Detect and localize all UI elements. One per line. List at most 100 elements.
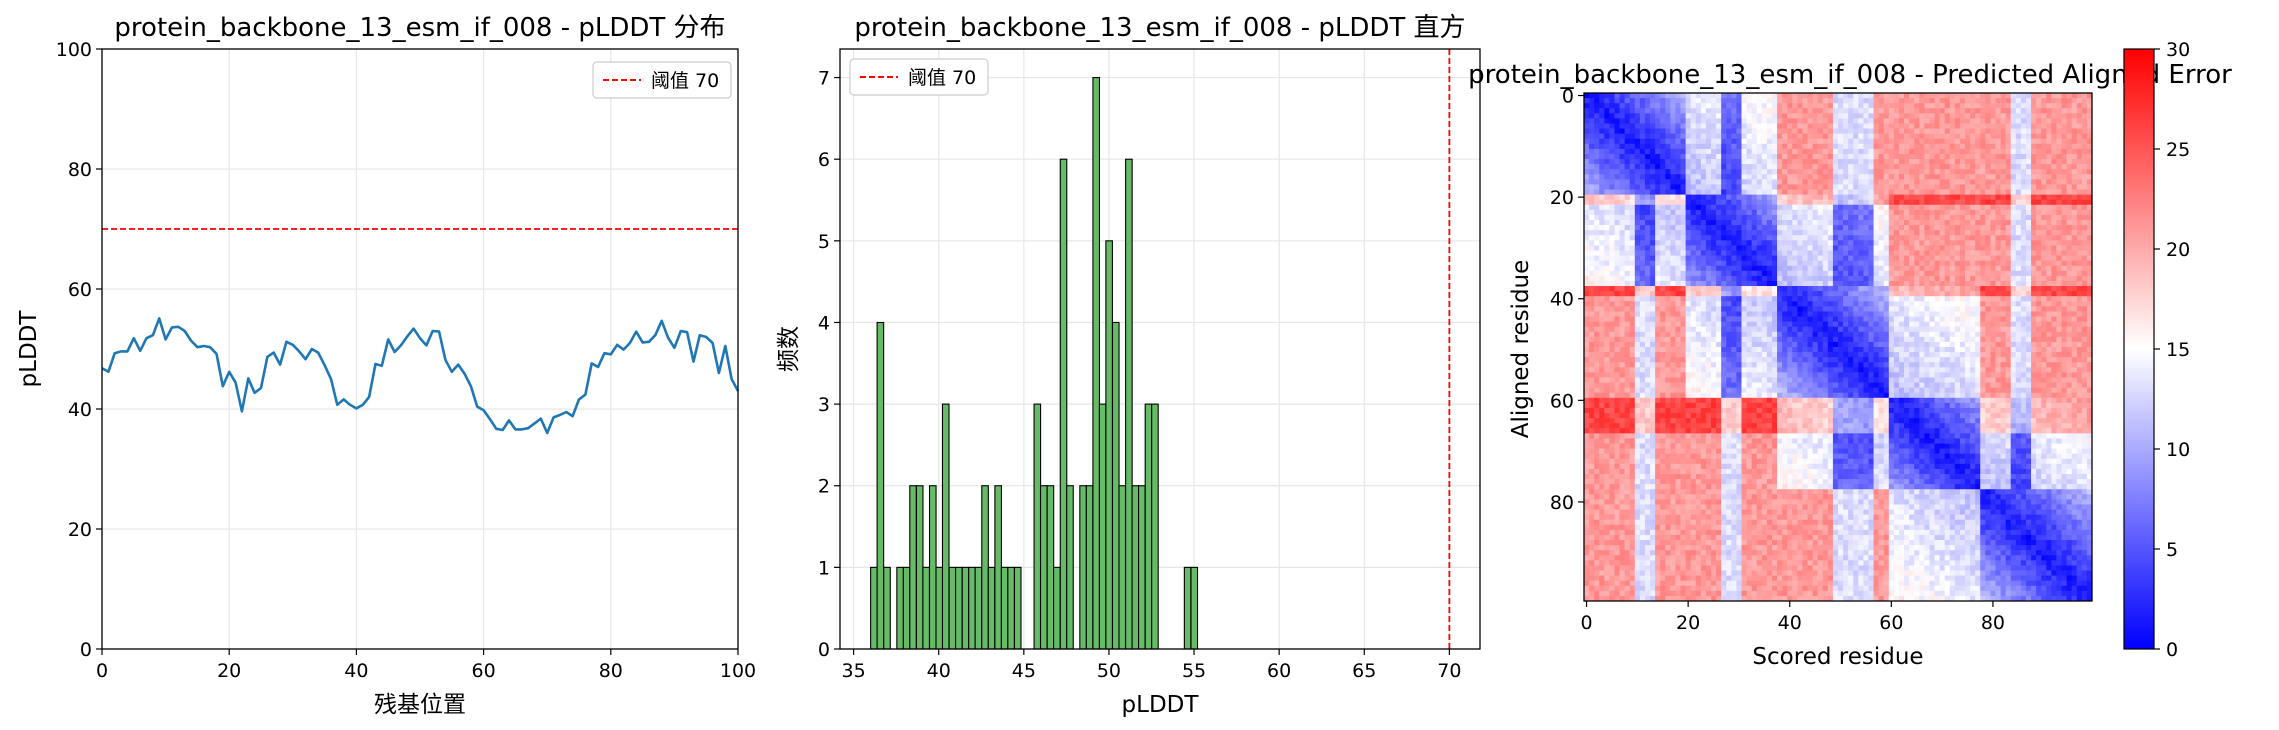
heatmap-cell — [1721, 260, 1727, 267]
heatmap-cell — [1594, 296, 1600, 302]
heatmap-cell — [2061, 250, 2067, 256]
heatmap-cell — [2076, 93, 2083, 99]
heatmap-cell — [1736, 291, 1742, 297]
heatmap-cell — [1965, 138, 1971, 145]
histogram-y-tick-label: 2 — [818, 476, 830, 498]
heatmap-cell — [1843, 179, 1849, 185]
heatmap-cell — [1797, 209, 1803, 216]
heatmap-cell — [1807, 250, 1813, 256]
heatmap-cell — [1599, 128, 1605, 135]
heatmap-cell — [1741, 179, 1747, 185]
heatmap-cell — [2066, 179, 2073, 185]
heatmap-cell — [1741, 128, 1747, 135]
heatmap-cell — [2000, 159, 2007, 165]
heatmap-cell — [2010, 159, 2017, 165]
heatmap-cell — [1914, 326, 1920, 333]
heatmap-cell — [1584, 291, 1590, 297]
heatmap-cell — [1812, 235, 1819, 241]
heatmap-cell — [1832, 296, 1839, 302]
heatmap-cell — [1807, 270, 1813, 277]
heatmap-cell — [1898, 128, 1905, 135]
heatmap-cell — [1985, 209, 1991, 216]
heatmap-cell — [1822, 260, 1829, 267]
heatmap-cell — [1797, 311, 1803, 317]
heatmap-cell — [2036, 265, 2042, 272]
heatmap-cell — [1995, 138, 2001, 145]
heatmap-cell — [1812, 306, 1819, 312]
heatmap-cell — [1726, 148, 1732, 155]
heatmap-cell — [1959, 148, 1966, 155]
heatmap-cell — [2031, 255, 2037, 262]
heatmap-cell — [1873, 301, 1880, 307]
heatmap-cell — [1731, 103, 1737, 109]
heatmap-cell — [1848, 230, 1854, 236]
heatmap-cell — [1929, 306, 1935, 312]
heatmap-cell — [1904, 194, 1910, 201]
heatmap-cell — [1848, 280, 1854, 287]
heatmap-cell — [1584, 113, 1590, 119]
heatmap-cell — [1726, 169, 1732, 175]
heatmap-cell — [1644, 245, 1651, 251]
heatmap-cell — [1716, 250, 1722, 256]
heatmap-cell — [1660, 306, 1666, 312]
heatmap-cell — [1812, 331, 1819, 338]
heatmap-cell — [2076, 138, 2083, 145]
heatmap-cell — [1716, 321, 1722, 328]
heatmap-cell — [1848, 286, 1854, 292]
histogram-bar — [1046, 485, 1055, 650]
heatmap-cell — [1893, 133, 1900, 140]
heatmap-cell — [1898, 225, 1905, 231]
heatmap-cell — [1726, 194, 1732, 201]
heatmap-cell — [1838, 118, 1844, 124]
heatmap-cell — [1939, 174, 1946, 180]
heatmap-cell — [1965, 194, 1971, 201]
heatmap-cell — [1599, 301, 1605, 307]
heatmap-cell — [1868, 326, 1874, 333]
heatmap-cell — [1650, 296, 1656, 302]
heatmap-cell — [1614, 240, 1620, 246]
heatmap-cell — [1959, 225, 1966, 231]
heatmap-cell — [1812, 225, 1819, 231]
heatmap-cell — [1898, 250, 1905, 256]
heatmap-cell — [1949, 311, 1956, 317]
heatmap-cell — [1655, 291, 1661, 297]
heatmap-cell — [2010, 194, 2017, 201]
heatmap-cell — [1766, 128, 1773, 135]
heatmap-cell — [2076, 133, 2083, 140]
heatmap-cell — [1756, 280, 1763, 287]
heatmap-cell — [1695, 225, 1702, 231]
heatmap-cell — [1731, 230, 1737, 236]
heatmap-cell — [1929, 148, 1935, 155]
heatmap-cell — [1695, 275, 1702, 282]
heatmap-cell — [1711, 209, 1717, 216]
heatmap-cell — [1736, 214, 1742, 221]
heatmap-cell — [1675, 286, 1681, 292]
heatmap-cell — [1868, 321, 1874, 328]
heatmap-cell — [1883, 143, 1890, 150]
heatmap-cell — [2015, 113, 2022, 119]
heatmap-cell — [1802, 138, 1808, 145]
heatmap-cell — [2010, 184, 2017, 190]
heatmap-cell — [2061, 189, 2067, 195]
heatmap-cell — [2010, 331, 2017, 338]
heatmap-cell — [1721, 143, 1727, 150]
heatmap-cell — [1822, 311, 1829, 317]
heatmap-cell — [1741, 194, 1747, 201]
heatmap-cell — [1883, 306, 1890, 312]
heatmap-cell — [1771, 301, 1778, 307]
heatmap-cell — [1629, 128, 1636, 135]
heatmap-cell — [1609, 153, 1615, 160]
heatmap-cell — [1599, 230, 1605, 236]
heatmap-cell — [1970, 108, 1976, 114]
heatmap-cell — [1629, 189, 1636, 195]
heatmap-cell — [1934, 113, 1940, 119]
heatmap-cell — [1731, 255, 1737, 262]
heatmap-cell — [1817, 153, 1824, 160]
heatmap-cell — [2056, 199, 2062, 206]
heatmap-cell — [2066, 280, 2073, 287]
heatmap-cell — [1924, 230, 1930, 236]
heatmap-cell — [1721, 138, 1727, 145]
heatmap-cell — [1944, 143, 1951, 150]
heatmap-cell — [2056, 265, 2062, 272]
heatmap-cell — [1761, 296, 1768, 302]
